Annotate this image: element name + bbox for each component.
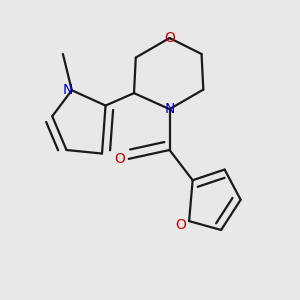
Text: O: O bbox=[114, 152, 125, 166]
Text: N: N bbox=[63, 83, 74, 97]
Text: O: O bbox=[164, 31, 175, 45]
Text: N: N bbox=[164, 102, 175, 116]
Text: O: O bbox=[175, 218, 186, 232]
